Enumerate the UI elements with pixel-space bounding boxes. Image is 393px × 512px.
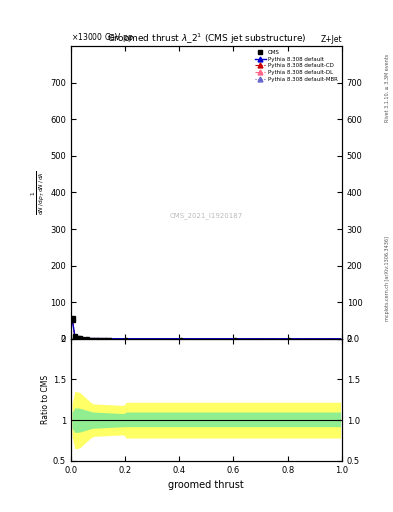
Text: Rivet 3.1.10, ≥ 3.3M events: Rivet 3.1.10, ≥ 3.3M events — [385, 54, 389, 122]
Text: $\times$13000 GeV pp: $\times$13000 GeV pp — [71, 31, 133, 44]
Text: Z+Jet: Z+Jet — [320, 34, 342, 44]
Text: CMS_2021_I1920187: CMS_2021_I1920187 — [170, 212, 243, 219]
Y-axis label: $\frac{1}{\mathrm{d}N\,/\,\mathrm{d}p_T\,\mathrm{d}N\,/\,\mathrm{d}\lambda}$: $\frac{1}{\mathrm{d}N\,/\,\mathrm{d}p_T\… — [30, 170, 47, 215]
Title: Groomed thrust $\lambda\_2^1$ (CMS jet substructure): Groomed thrust $\lambda\_2^1$ (CMS jet s… — [107, 32, 306, 46]
Y-axis label: Ratio to CMS: Ratio to CMS — [41, 375, 50, 424]
Legend: CMS, Pythia 8.308 default, Pythia 8.308 default-CD, Pythia 8.308 default-DL, Pyt: CMS, Pythia 8.308 default, Pythia 8.308 … — [253, 48, 340, 84]
X-axis label: groomed thrust: groomed thrust — [169, 480, 244, 490]
Text: mcplots.cern.ch [arXiv:1306.3436]: mcplots.cern.ch [arXiv:1306.3436] — [385, 237, 389, 322]
